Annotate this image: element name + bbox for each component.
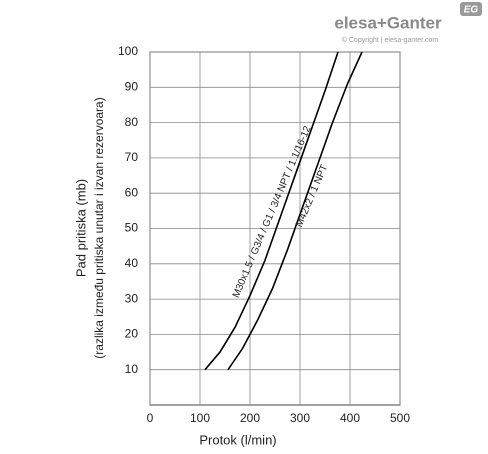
logo: elesa+Ganter bbox=[334, 13, 442, 32]
y-tick-label: 70 bbox=[125, 150, 139, 164]
copyright: © Copyright | elesa-ganter.com bbox=[342, 36, 439, 44]
y-tick-label: 40 bbox=[125, 256, 139, 270]
y-tick-label: 30 bbox=[125, 291, 139, 305]
x-tick-label: 200 bbox=[240, 411, 260, 425]
x-tick-label: 100 bbox=[190, 411, 210, 425]
line bbox=[227, 51, 363, 371]
y-tick-label: 50 bbox=[125, 221, 139, 235]
x-tick-label: 0 bbox=[147, 411, 154, 425]
x-tick-label: 500 bbox=[390, 411, 410, 425]
badge-box bbox=[460, 2, 482, 16]
y-tick-label: 90 bbox=[125, 79, 139, 93]
y-tick-label: 20 bbox=[125, 327, 139, 341]
y-axis-label: (razlika između pritiska unutar i izvan … bbox=[92, 97, 106, 358]
line bbox=[204, 51, 339, 371]
x-tick-label: 400 bbox=[340, 411, 360, 425]
y-tick-label: 10 bbox=[125, 362, 139, 376]
y-axis-label: Pad pritiska (mb) bbox=[73, 179, 88, 277]
curve-label: M42x2 / 1 NPT bbox=[294, 163, 330, 229]
x-tick-label: 300 bbox=[290, 411, 310, 425]
badge: EG bbox=[464, 5, 479, 16]
y-tick-label: 80 bbox=[125, 115, 139, 129]
y-tick-label: 60 bbox=[125, 185, 139, 199]
y-tick-label: 100 bbox=[118, 44, 138, 58]
x-axis-label: Protok (l/min) bbox=[199, 432, 276, 447]
